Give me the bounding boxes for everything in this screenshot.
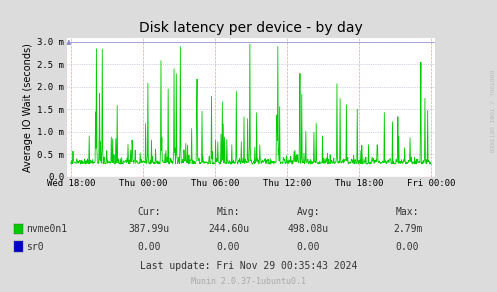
- Text: RRDTOOL / TOBI OETIKER: RRDTOOL / TOBI OETIKER: [489, 70, 494, 152]
- Text: Max:: Max:: [396, 207, 419, 217]
- Text: 244.60u: 244.60u: [208, 224, 249, 234]
- Text: Munin 2.0.37-1ubuntu0.1: Munin 2.0.37-1ubuntu0.1: [191, 277, 306, 286]
- Text: 0.00: 0.00: [137, 242, 161, 252]
- Text: Last update: Fri Nov 29 00:35:43 2024: Last update: Fri Nov 29 00:35:43 2024: [140, 261, 357, 271]
- Y-axis label: Average IO Wait (seconds): Average IO Wait (seconds): [23, 43, 33, 172]
- Title: Disk latency per device - by day: Disk latency per device - by day: [139, 21, 363, 35]
- Text: 0.00: 0.00: [296, 242, 320, 252]
- Text: 498.08u: 498.08u: [288, 224, 329, 234]
- Text: 387.99u: 387.99u: [129, 224, 169, 234]
- Text: nvme0n1: nvme0n1: [26, 224, 67, 234]
- Text: Cur:: Cur:: [137, 207, 161, 217]
- Text: 0.00: 0.00: [396, 242, 419, 252]
- Text: Min:: Min:: [217, 207, 241, 217]
- Text: 0.00: 0.00: [217, 242, 241, 252]
- Text: 2.79m: 2.79m: [393, 224, 422, 234]
- Text: Avg:: Avg:: [296, 207, 320, 217]
- Text: sr0: sr0: [26, 242, 43, 252]
